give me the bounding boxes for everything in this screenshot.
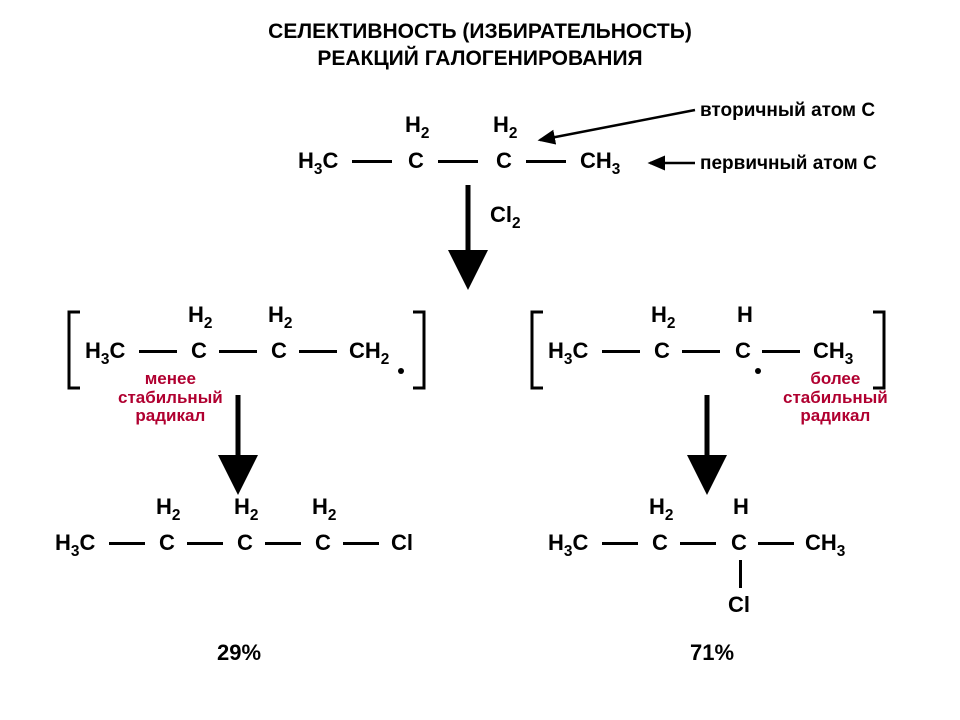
- atom-h2-lr-1: H2: [188, 302, 212, 332]
- bond: [438, 160, 478, 163]
- atom-c-lr-2: C: [271, 338, 287, 364]
- bond: [680, 542, 716, 545]
- bond: [762, 350, 800, 353]
- atom-h3c-lp: H3C: [55, 530, 95, 560]
- atom-c-lr-1: C: [191, 338, 207, 364]
- label-more-stable: более стабильный радикал: [783, 370, 888, 426]
- atom-h-rp: H: [733, 494, 749, 520]
- atom-h2-rr-1: H2: [651, 302, 675, 332]
- radical-dot-right: [755, 368, 761, 374]
- bond: [682, 350, 720, 353]
- title-line-2: РЕАКЦИЙ ГАЛОГЕНИРОВАНИЯ: [317, 47, 642, 70]
- atom-h3c-top: H3C: [298, 148, 338, 178]
- bond-vertical: [739, 560, 742, 588]
- radical-dot-left: [398, 368, 404, 374]
- bond: [187, 542, 223, 545]
- atom-h2-top-2: H2: [493, 112, 517, 142]
- bond: [299, 350, 337, 353]
- reagent-cl2: Cl2: [490, 202, 521, 232]
- diagram-title: СЕЛЕКТИВНОСТЬ (ИЗБИРАТЕЛЬНОСТЬ) РЕАКЦИЙ …: [0, 0, 960, 73]
- bond: [758, 542, 794, 545]
- annotation-secondary: вторичный атом С: [700, 100, 875, 122]
- atom-c-lp-1: C: [159, 530, 175, 556]
- atom-h2-top-1: H2: [405, 112, 429, 142]
- percent-left: 29%: [217, 640, 261, 666]
- atom-cl-lp: Cl: [391, 530, 413, 556]
- atom-h3c-rp: H3C: [548, 530, 588, 560]
- atom-c-top-1: C: [408, 148, 424, 174]
- atom-h2-lp-3: H2: [312, 494, 336, 524]
- atom-h2-lr-2: H2: [268, 302, 292, 332]
- percent-right: 71%: [690, 640, 734, 666]
- atom-h3c-lr: H3C: [85, 338, 125, 368]
- atom-h3c-rr: H3C: [548, 338, 588, 368]
- atom-ch3-top: CH3: [580, 148, 620, 178]
- bond: [109, 542, 145, 545]
- atom-ch2-lr: CH2: [349, 338, 389, 368]
- atom-ch3-rp: CH3: [805, 530, 845, 560]
- atom-c-rp-1: C: [652, 530, 668, 556]
- bracket-left-open: [65, 310, 85, 390]
- atom-ch3-rr: CH3: [813, 338, 853, 368]
- bond: [265, 542, 301, 545]
- atom-h2-lp-2: H2: [234, 494, 258, 524]
- atom-cl-rp: Cl: [728, 592, 750, 618]
- bond: [602, 350, 640, 353]
- atom-h-rr: H: [737, 302, 753, 328]
- bond: [602, 542, 638, 545]
- label-less-stable: менее стабильный радикал: [118, 370, 223, 426]
- atom-c-rr-2: C: [735, 338, 751, 364]
- bond: [526, 160, 566, 163]
- annotation-primary: первичный атом С: [700, 153, 877, 175]
- atom-c-lp-3: C: [315, 530, 331, 556]
- bracket-right-open: [528, 310, 548, 390]
- bond: [352, 160, 392, 163]
- atom-c-rp-2: C: [731, 530, 747, 556]
- bond: [139, 350, 177, 353]
- atom-c-lp-2: C: [237, 530, 253, 556]
- bond: [219, 350, 257, 353]
- atom-h2-rp-1: H2: [649, 494, 673, 524]
- atom-c-rr-1: C: [654, 338, 670, 364]
- atom-h2-lp-1: H2: [156, 494, 180, 524]
- bond: [343, 542, 379, 545]
- title-line-1: СЕЛЕКТИВНОСТЬ (ИЗБИРАТЕЛЬНОСТЬ): [268, 20, 692, 43]
- bracket-left-close: [410, 310, 430, 390]
- atom-c-top-2: C: [496, 148, 512, 174]
